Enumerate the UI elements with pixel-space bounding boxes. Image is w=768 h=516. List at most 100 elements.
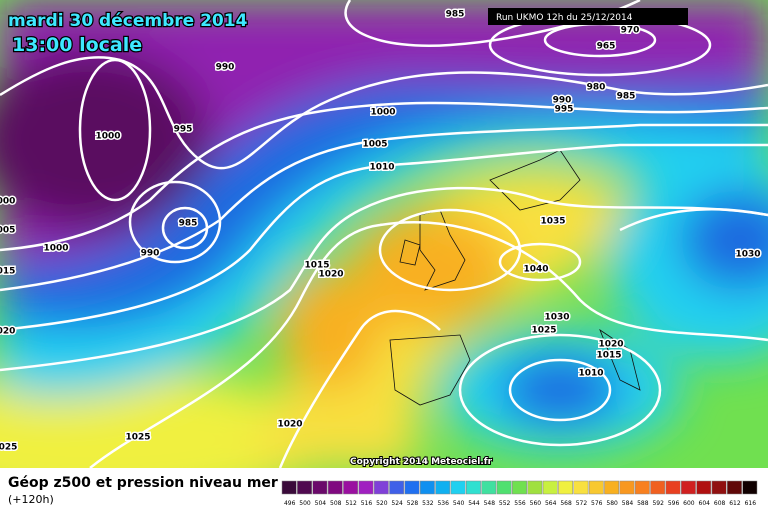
- scale-label: 528: [407, 500, 419, 507]
- scale-swatch: [389, 480, 405, 495]
- scale-swatch: [327, 480, 343, 495]
- isobar-label: 980: [587, 83, 606, 93]
- time-title: 13:00 locale: [12, 34, 142, 56]
- color-scale: 496 500 504 508 512 516 520 524 528 532 536 540 544 5…: [281, 480, 758, 507]
- isobar-label: 1000: [370, 108, 395, 118]
- scale-label: 612: [729, 500, 741, 507]
- scale-swatch: [419, 480, 435, 495]
- run-info: Run UKMO 12h du 25/12/2014: [496, 13, 633, 23]
- scale-label: 536: [437, 500, 449, 507]
- scale-swatch: [343, 480, 359, 495]
- isobar-label: 1015: [304, 261, 329, 271]
- isobar-label: 020: [0, 327, 15, 337]
- scale-swatch: [435, 480, 451, 495]
- scale-label: 572: [576, 500, 588, 507]
- isobar-labels: 985 970 965 990 980 985 990 995 995 1000…: [0, 8, 762, 454]
- scale-swatch: [466, 480, 481, 495]
- scale-label: 600: [683, 500, 695, 507]
- scale-label: 496: [284, 500, 296, 507]
- scale-label: 592: [652, 500, 664, 507]
- scale-label: 560: [530, 500, 542, 507]
- scale-label: 608: [714, 500, 726, 507]
- isobar-label: 970: [621, 26, 640, 36]
- scale-swatch: [634, 480, 650, 495]
- scale-label: 540: [453, 500, 465, 507]
- scale-swatch: [573, 480, 589, 495]
- scale-swatch: [404, 480, 420, 495]
- scale-swatch: [281, 480, 297, 495]
- scale-label: 552: [499, 500, 511, 507]
- date-title: mardi 30 décembre 2014: [8, 11, 248, 31]
- isobar-label: 985: [617, 92, 636, 102]
- lead-time: (+120h): [8, 493, 54, 506]
- isobar-label: 1000: [43, 244, 68, 254]
- scale-label: 520: [376, 500, 388, 507]
- isobar-label: 990: [216, 63, 235, 73]
- scale-swatch: [588, 480, 604, 495]
- isobar-label: 1040: [523, 265, 548, 275]
- copyright: Copyright 2014 Meteociel.fr: [350, 457, 493, 467]
- scale-label: 604: [699, 500, 711, 507]
- isobar-label: 1025: [125, 433, 150, 443]
- isobar-label: 1025: [531, 326, 556, 336]
- run-box: [488, 8, 688, 25]
- isobar-label: 1010: [578, 369, 603, 379]
- isobar-label: 000: [0, 197, 15, 207]
- scale-swatch: [312, 480, 328, 495]
- isobar-label: 985: [446, 10, 465, 20]
- isobar-label: 1015: [596, 351, 621, 361]
- isobar-label: 1005: [362, 140, 387, 150]
- scale-label: 548: [484, 500, 496, 507]
- isobar-label: 995: [555, 105, 574, 115]
- scale-label: 596: [668, 500, 680, 507]
- scale-swatch: [619, 480, 635, 495]
- scale-swatch: [512, 480, 527, 495]
- scale-label: 616: [745, 500, 757, 507]
- isobar-label: 1020: [598, 340, 623, 350]
- scale-swatch: [665, 480, 681, 495]
- isobar-label: 1010: [369, 163, 394, 173]
- scale-label: 500: [299, 500, 311, 507]
- scale-swatch: [680, 480, 696, 495]
- scale-label: 556: [514, 500, 526, 507]
- isobar-label: 1035: [540, 217, 565, 227]
- scale-swatch: [481, 480, 497, 495]
- scale-swatch: [358, 480, 374, 495]
- scale-label: 588: [637, 500, 649, 507]
- scale-swatch: [696, 480, 712, 495]
- scale-swatch: [650, 480, 666, 495]
- scale-label: 568: [560, 500, 572, 507]
- isobar-label: 015: [0, 267, 15, 277]
- isobar-label: 1020: [318, 270, 343, 280]
- scale-label: 504: [315, 500, 327, 507]
- scale-label: 532: [422, 500, 434, 507]
- isobar-label: 005: [0, 226, 15, 236]
- scale-swatch: [604, 480, 620, 495]
- isobar-label: 990: [141, 249, 160, 259]
- scale-label: 516: [361, 500, 373, 507]
- isobar-label: 995: [174, 125, 193, 135]
- scale-swatch: [742, 480, 758, 495]
- scale-label: 524: [391, 500, 403, 507]
- scale-label: 564: [545, 500, 557, 507]
- isobar-label: 1020: [277, 420, 302, 430]
- isobar-label: 985: [179, 219, 198, 229]
- scale-swatch: [496, 480, 512, 495]
- scale-label: 508: [330, 500, 342, 507]
- footer-title: Géop z500 et pression niveau mer: [8, 475, 278, 491]
- isobar-label: 1000: [95, 132, 120, 142]
- isobar-label: 1030: [735, 250, 760, 260]
- scale-label: 580: [606, 500, 618, 507]
- isobar-label: 1030: [544, 313, 569, 323]
- scale-swatch: [527, 480, 543, 495]
- scale-swatch: [558, 480, 573, 495]
- scale-label: 584: [622, 500, 634, 507]
- scale-swatch: [542, 480, 558, 495]
- isobar-label: 965: [597, 42, 616, 52]
- scale-label: 544: [468, 500, 480, 507]
- isobar-label: 990: [553, 96, 572, 106]
- isobar-label: 025: [0, 443, 17, 453]
